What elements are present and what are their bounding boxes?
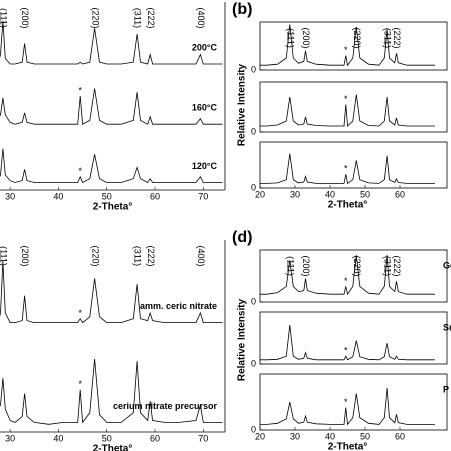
- x-tick-label: 20: [255, 431, 265, 441]
- asterisk: *: [78, 308, 82, 318]
- x-tick-label: 40: [325, 431, 335, 441]
- peak-label: (200): [20, 245, 30, 266]
- y-axis-label: Relative Intensity: [237, 63, 248, 146]
- asterisk: *: [344, 164, 348, 174]
- y-tick-label: 0: [251, 64, 256, 74]
- pattern-line: [0, 261, 223, 324]
- x-tick-label: 70: [198, 433, 208, 443]
- series-label: 120°C: [192, 161, 218, 171]
- series-label: 200°C: [192, 42, 218, 52]
- series-label: cerium nitrate precursor: [113, 401, 218, 411]
- peak-label: (111): [0, 8, 9, 28]
- peak-label: (200): [20, 7, 30, 28]
- peak-label: (222): [392, 255, 402, 276]
- peak-label: (311): [383, 28, 393, 48]
- asterisk: *: [78, 379, 82, 389]
- asterisk: *: [78, 85, 82, 95]
- subplot-frame: [259, 249, 448, 303]
- pattern-line: [260, 255, 435, 296]
- peak-label: (311): [133, 246, 143, 266]
- pattern-line: [260, 24, 435, 67]
- peak-label: (222): [392, 27, 402, 48]
- pattern-line: [260, 387, 435, 426]
- x-tick-label: 60: [150, 191, 160, 201]
- peak-label: (222): [146, 7, 156, 28]
- peak-label: (200): [301, 27, 311, 48]
- x-tick-label: 20: [255, 189, 265, 199]
- x-tick-label: 60: [395, 431, 405, 441]
- x-tick-label: 30: [290, 431, 300, 441]
- x-tick-label: 30: [290, 189, 300, 199]
- peak-label: (311): [133, 8, 143, 28]
- peak-label: (220): [90, 245, 100, 266]
- peak-label: (220): [352, 255, 362, 276]
- x-tick-label: 40: [53, 433, 63, 443]
- subplot-frame: [259, 373, 448, 431]
- x-tick-label: 50: [360, 189, 370, 199]
- asterisk: *: [344, 94, 348, 104]
- x-tick-label: 30: [5, 191, 15, 201]
- pattern-line: [260, 94, 435, 127]
- x-axis-label: 2-Theta°: [328, 442, 368, 451]
- series-label: Gd: [443, 260, 451, 270]
- x-axis-label: 2-Theta°: [93, 202, 133, 213]
- peak-label: (222): [146, 245, 156, 266]
- peak-label: (111): [285, 256, 295, 276]
- asterisk: *: [78, 166, 82, 176]
- peak-label: (220): [352, 27, 362, 48]
- series-label: P: [443, 384, 449, 394]
- peak-label: (111): [0, 246, 9, 266]
- asterisk: *: [344, 45, 348, 55]
- x-tick-label: 50: [102, 433, 112, 443]
- subplot-frame: [259, 81, 448, 133]
- x-tick-label: 50: [102, 191, 112, 201]
- x-axis-label: 2-Theta°: [93, 444, 133, 451]
- x-tick-label: 60: [150, 433, 160, 443]
- pattern-line: [0, 88, 223, 125]
- y-tick-label: 0: [251, 424, 256, 434]
- peak-label: (220): [90, 7, 100, 28]
- series-label: Sn: [443, 322, 451, 332]
- panel-label: (b): [232, 1, 252, 18]
- panel-label: (d): [232, 229, 252, 246]
- pattern-line: [260, 153, 435, 185]
- subplot-frame: [259, 21, 448, 71]
- x-tick-label: 30: [5, 433, 15, 443]
- subplot-frame: [259, 311, 448, 365]
- y-axis-label: Relative Intensity: [237, 298, 248, 381]
- y-tick-label: 0: [251, 358, 256, 368]
- y-tick-label: 0: [251, 296, 256, 306]
- y-tick-label: 0: [251, 126, 256, 136]
- subplot-frame: [259, 141, 448, 189]
- pattern-line: [260, 324, 435, 361]
- x-tick-label: 70: [198, 191, 208, 201]
- x-tick-label: 50: [360, 431, 370, 441]
- peak-label: (400): [196, 7, 206, 28]
- series-label: 160°C: [192, 103, 218, 113]
- peak-label: (111): [285, 28, 295, 48]
- pattern-line: [0, 148, 223, 184]
- x-axis-label: 2-Theta°: [328, 200, 368, 211]
- series-label: amm. ceric nitrate: [140, 301, 217, 311]
- x-tick-label: 40: [325, 189, 335, 199]
- asterisk: *: [344, 397, 348, 407]
- y-tick-label: 0: [251, 182, 256, 192]
- x-tick-label: 60: [395, 189, 405, 199]
- pattern-line: [0, 20, 223, 65]
- asterisk: *: [344, 276, 348, 286]
- x-tick-label: 40: [53, 191, 63, 201]
- peak-label: (400): [196, 245, 206, 266]
- peak-label: (200): [301, 255, 311, 276]
- peak-label: (311): [383, 256, 393, 276]
- pattern-line: [0, 358, 223, 425]
- asterisk: *: [344, 346, 348, 356]
